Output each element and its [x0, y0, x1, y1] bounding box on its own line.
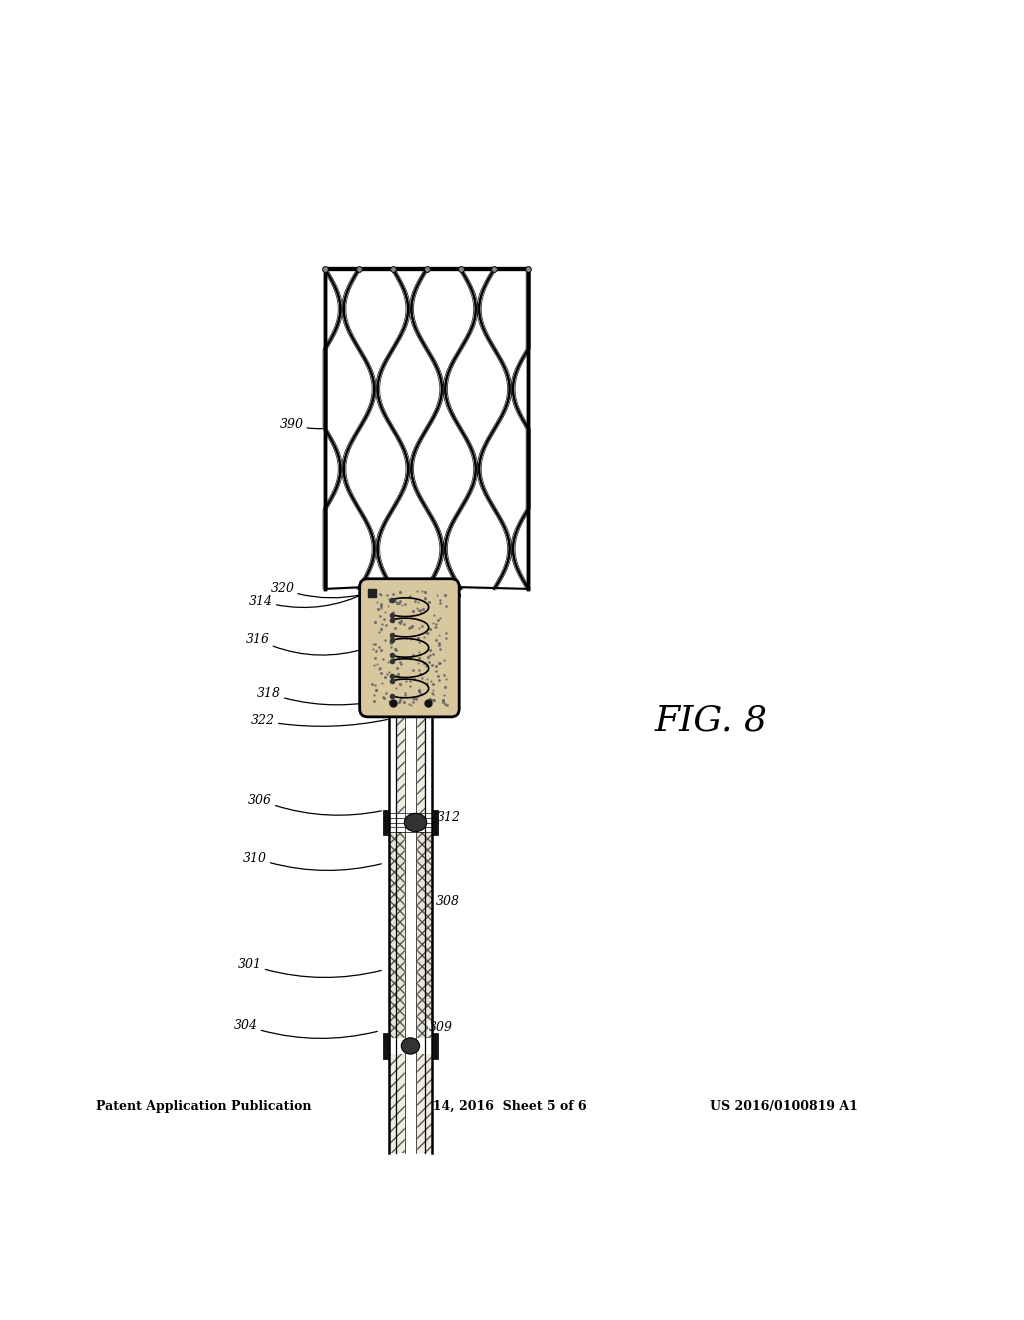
Bar: [432, 809, 438, 836]
Text: 309: 309: [429, 1022, 453, 1034]
Ellipse shape: [404, 813, 427, 832]
Ellipse shape: [401, 1038, 420, 1055]
Bar: [383, 1034, 389, 1059]
Text: 322: 322: [251, 714, 387, 727]
Text: FIG. 8: FIG. 8: [654, 704, 767, 738]
Text: 301: 301: [238, 958, 381, 977]
Text: 312: 312: [437, 810, 461, 824]
Text: Apr. 14, 2016  Sheet 5 of 6: Apr. 14, 2016 Sheet 5 of 6: [400, 1101, 587, 1113]
Bar: [325, 269, 528, 589]
Bar: [389, 1055, 432, 1152]
Bar: [432, 1034, 438, 1059]
Polygon shape: [406, 696, 416, 1152]
Text: 304: 304: [233, 1019, 377, 1039]
FancyBboxPatch shape: [359, 578, 459, 717]
Text: 308: 308: [436, 895, 460, 908]
Bar: [396, 696, 425, 813]
Text: 310: 310: [243, 851, 381, 870]
Text: Patent Application Publication: Patent Application Publication: [95, 1101, 311, 1113]
Text: 390: 390: [280, 418, 323, 430]
Bar: [389, 832, 432, 1038]
Text: 316: 316: [246, 634, 366, 655]
Bar: [383, 809, 389, 836]
Text: 318: 318: [257, 686, 389, 705]
Text: 306: 306: [248, 793, 381, 816]
Text: US 2016/0100819 A1: US 2016/0100819 A1: [710, 1101, 858, 1113]
Polygon shape: [325, 587, 528, 589]
Text: 302: 302: [439, 593, 463, 606]
Text: 320: 320: [270, 582, 362, 598]
Text: 314: 314: [249, 593, 368, 607]
